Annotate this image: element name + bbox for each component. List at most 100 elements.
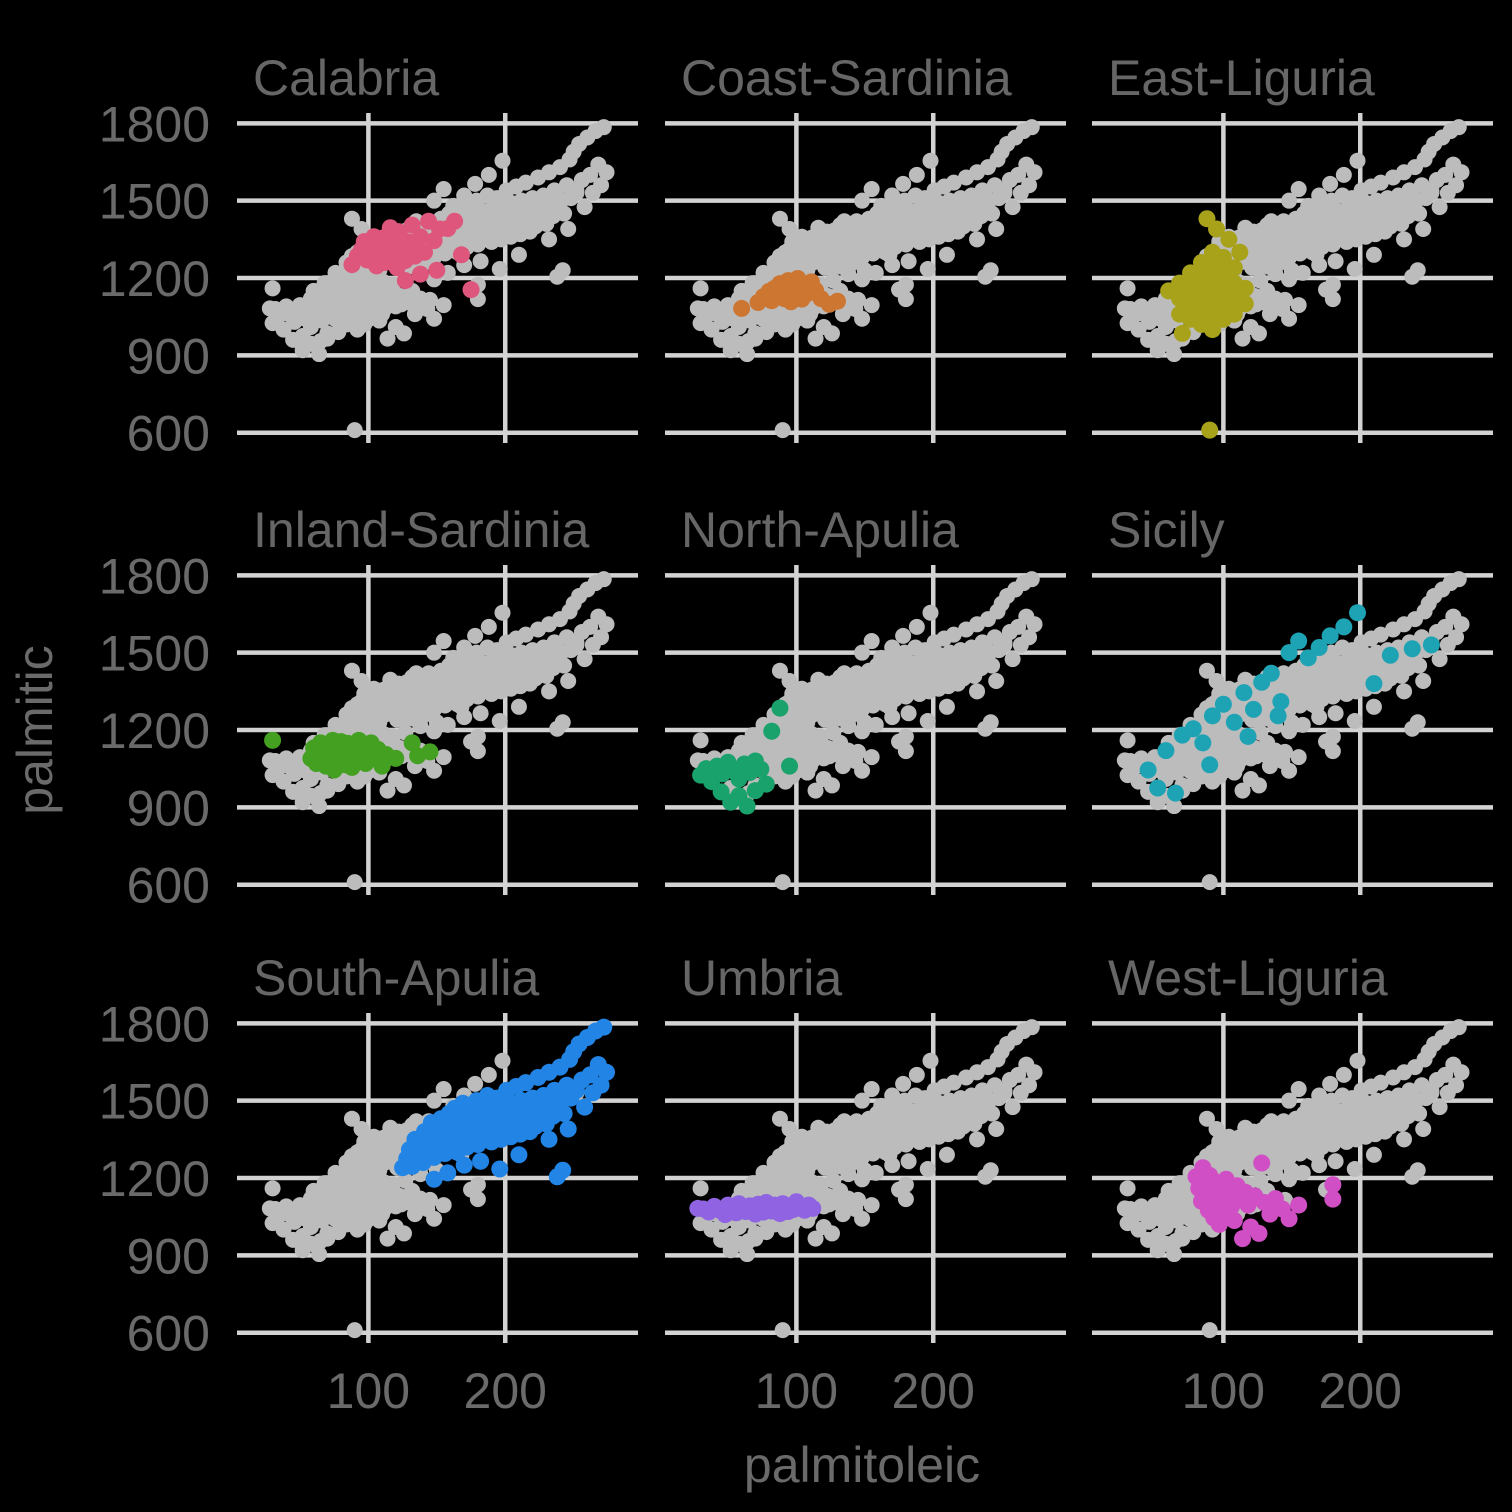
highlight-point-sicily <box>1139 761 1157 779</box>
facet-title-sicily: Sicily <box>1108 502 1225 558</box>
background-point <box>1365 246 1382 263</box>
highlight-point-south-apulia <box>455 1156 473 1174</box>
background-point <box>758 1224 775 1241</box>
background-point <box>826 707 843 724</box>
background-point <box>311 1246 328 1263</box>
highlight-point-sicily <box>1235 684 1253 702</box>
background-point <box>1327 1153 1344 1170</box>
highlight-point-south-apulia <box>559 1120 577 1138</box>
background-point <box>774 1322 791 1339</box>
background-point <box>435 181 452 198</box>
background-point <box>1166 346 1183 363</box>
background-point <box>1324 728 1341 745</box>
y-tick-label: 900 <box>127 1228 210 1284</box>
background-point <box>469 743 486 760</box>
highlight-point-west-liguria <box>1324 1176 1342 1194</box>
background-point <box>1116 300 1133 317</box>
background-point <box>1290 181 1307 198</box>
background-point <box>984 657 1001 674</box>
highlight-point-sicily <box>1239 727 1257 745</box>
background-point <box>494 604 511 621</box>
background-point <box>330 776 347 793</box>
highlight-point-east-liguria <box>1173 324 1191 342</box>
background-point <box>1346 1160 1363 1177</box>
highlight-point-coast-sardinia <box>733 299 751 317</box>
background-point <box>922 152 939 169</box>
y-tick-label: 1500 <box>99 626 210 682</box>
background-point <box>1023 119 1040 136</box>
background-point <box>1198 1110 1215 1127</box>
y-tick-label: 1800 <box>99 548 210 604</box>
background-point <box>1220 683 1237 700</box>
background-point <box>311 798 328 815</box>
background-point <box>1409 262 1426 279</box>
background-point <box>1324 291 1341 308</box>
highlight-point-inland-sardinia <box>403 734 421 752</box>
highlight-point-sicily <box>1244 700 1262 718</box>
background-point <box>1453 616 1470 633</box>
highlight-point-calabria <box>462 281 480 299</box>
background-point <box>1261 758 1278 775</box>
background-point <box>1311 709 1328 726</box>
highlight-point-west-liguria <box>1280 1210 1298 1228</box>
highlight-point-west-liguria <box>1253 1154 1271 1172</box>
highlight-point-sicily <box>1184 720 1202 738</box>
background-point <box>1119 280 1136 297</box>
background-point <box>823 777 840 794</box>
background-point <box>863 1197 880 1214</box>
background-point <box>1411 657 1428 674</box>
background-point <box>365 1131 382 1148</box>
highlight-point-sicily <box>1422 636 1440 654</box>
highlight-point-sicily <box>1365 675 1383 693</box>
background-point <box>922 1052 939 1069</box>
x-tick-label: 200 <box>1319 1363 1402 1419</box>
y-tick-label: 1200 <box>99 251 210 307</box>
background-point <box>1349 152 1366 169</box>
highlight-point-sicily <box>1290 632 1308 650</box>
background-point <box>897 276 914 293</box>
highlight-point-north-apulia <box>738 797 756 815</box>
background-point <box>771 662 788 679</box>
background-point <box>1149 328 1166 345</box>
background-point <box>982 1162 999 1179</box>
background-point <box>330 1224 347 1241</box>
y-tick-label: 900 <box>127 780 210 836</box>
background-point <box>426 1210 443 1227</box>
background-point <box>264 280 281 297</box>
background-point <box>1453 164 1470 181</box>
background-point <box>1290 1081 1307 1098</box>
background-point <box>435 1081 452 1098</box>
background-point <box>1448 629 1465 646</box>
highlight-point-east-liguria <box>1214 248 1232 266</box>
background-point <box>406 306 423 323</box>
background-point <box>1346 712 1363 729</box>
background-point <box>346 874 363 891</box>
facet-title-calabria: Calabria <box>253 50 439 106</box>
y-tick-label: 1800 <box>99 996 210 1052</box>
background-point <box>353 221 370 238</box>
background-point <box>788 1144 805 1161</box>
highlight-point-sicily <box>1269 707 1287 725</box>
background-point <box>1116 1200 1133 1217</box>
background-point <box>426 762 443 779</box>
background-point <box>554 262 571 279</box>
background-point <box>919 1160 936 1177</box>
background-point <box>807 782 824 799</box>
background-point <box>854 723 871 740</box>
background-point <box>919 712 936 729</box>
background-point <box>807 330 824 347</box>
highlight-point-sicily <box>1203 707 1221 725</box>
y-tick-label: 1800 <box>99 96 210 152</box>
background-point <box>692 732 709 749</box>
background-point <box>294 328 311 345</box>
background-point <box>788 696 805 713</box>
background-point <box>823 1225 840 1242</box>
background-point <box>1448 177 1465 194</box>
background-point <box>1116 752 1133 769</box>
highlight-point-west-liguria <box>1250 1224 1268 1242</box>
background-point <box>598 164 615 181</box>
background-point <box>517 174 534 191</box>
highlight-point-north-apulia <box>781 757 799 775</box>
highlight-point-north-apulia <box>757 775 775 793</box>
background-point <box>854 1092 871 1109</box>
